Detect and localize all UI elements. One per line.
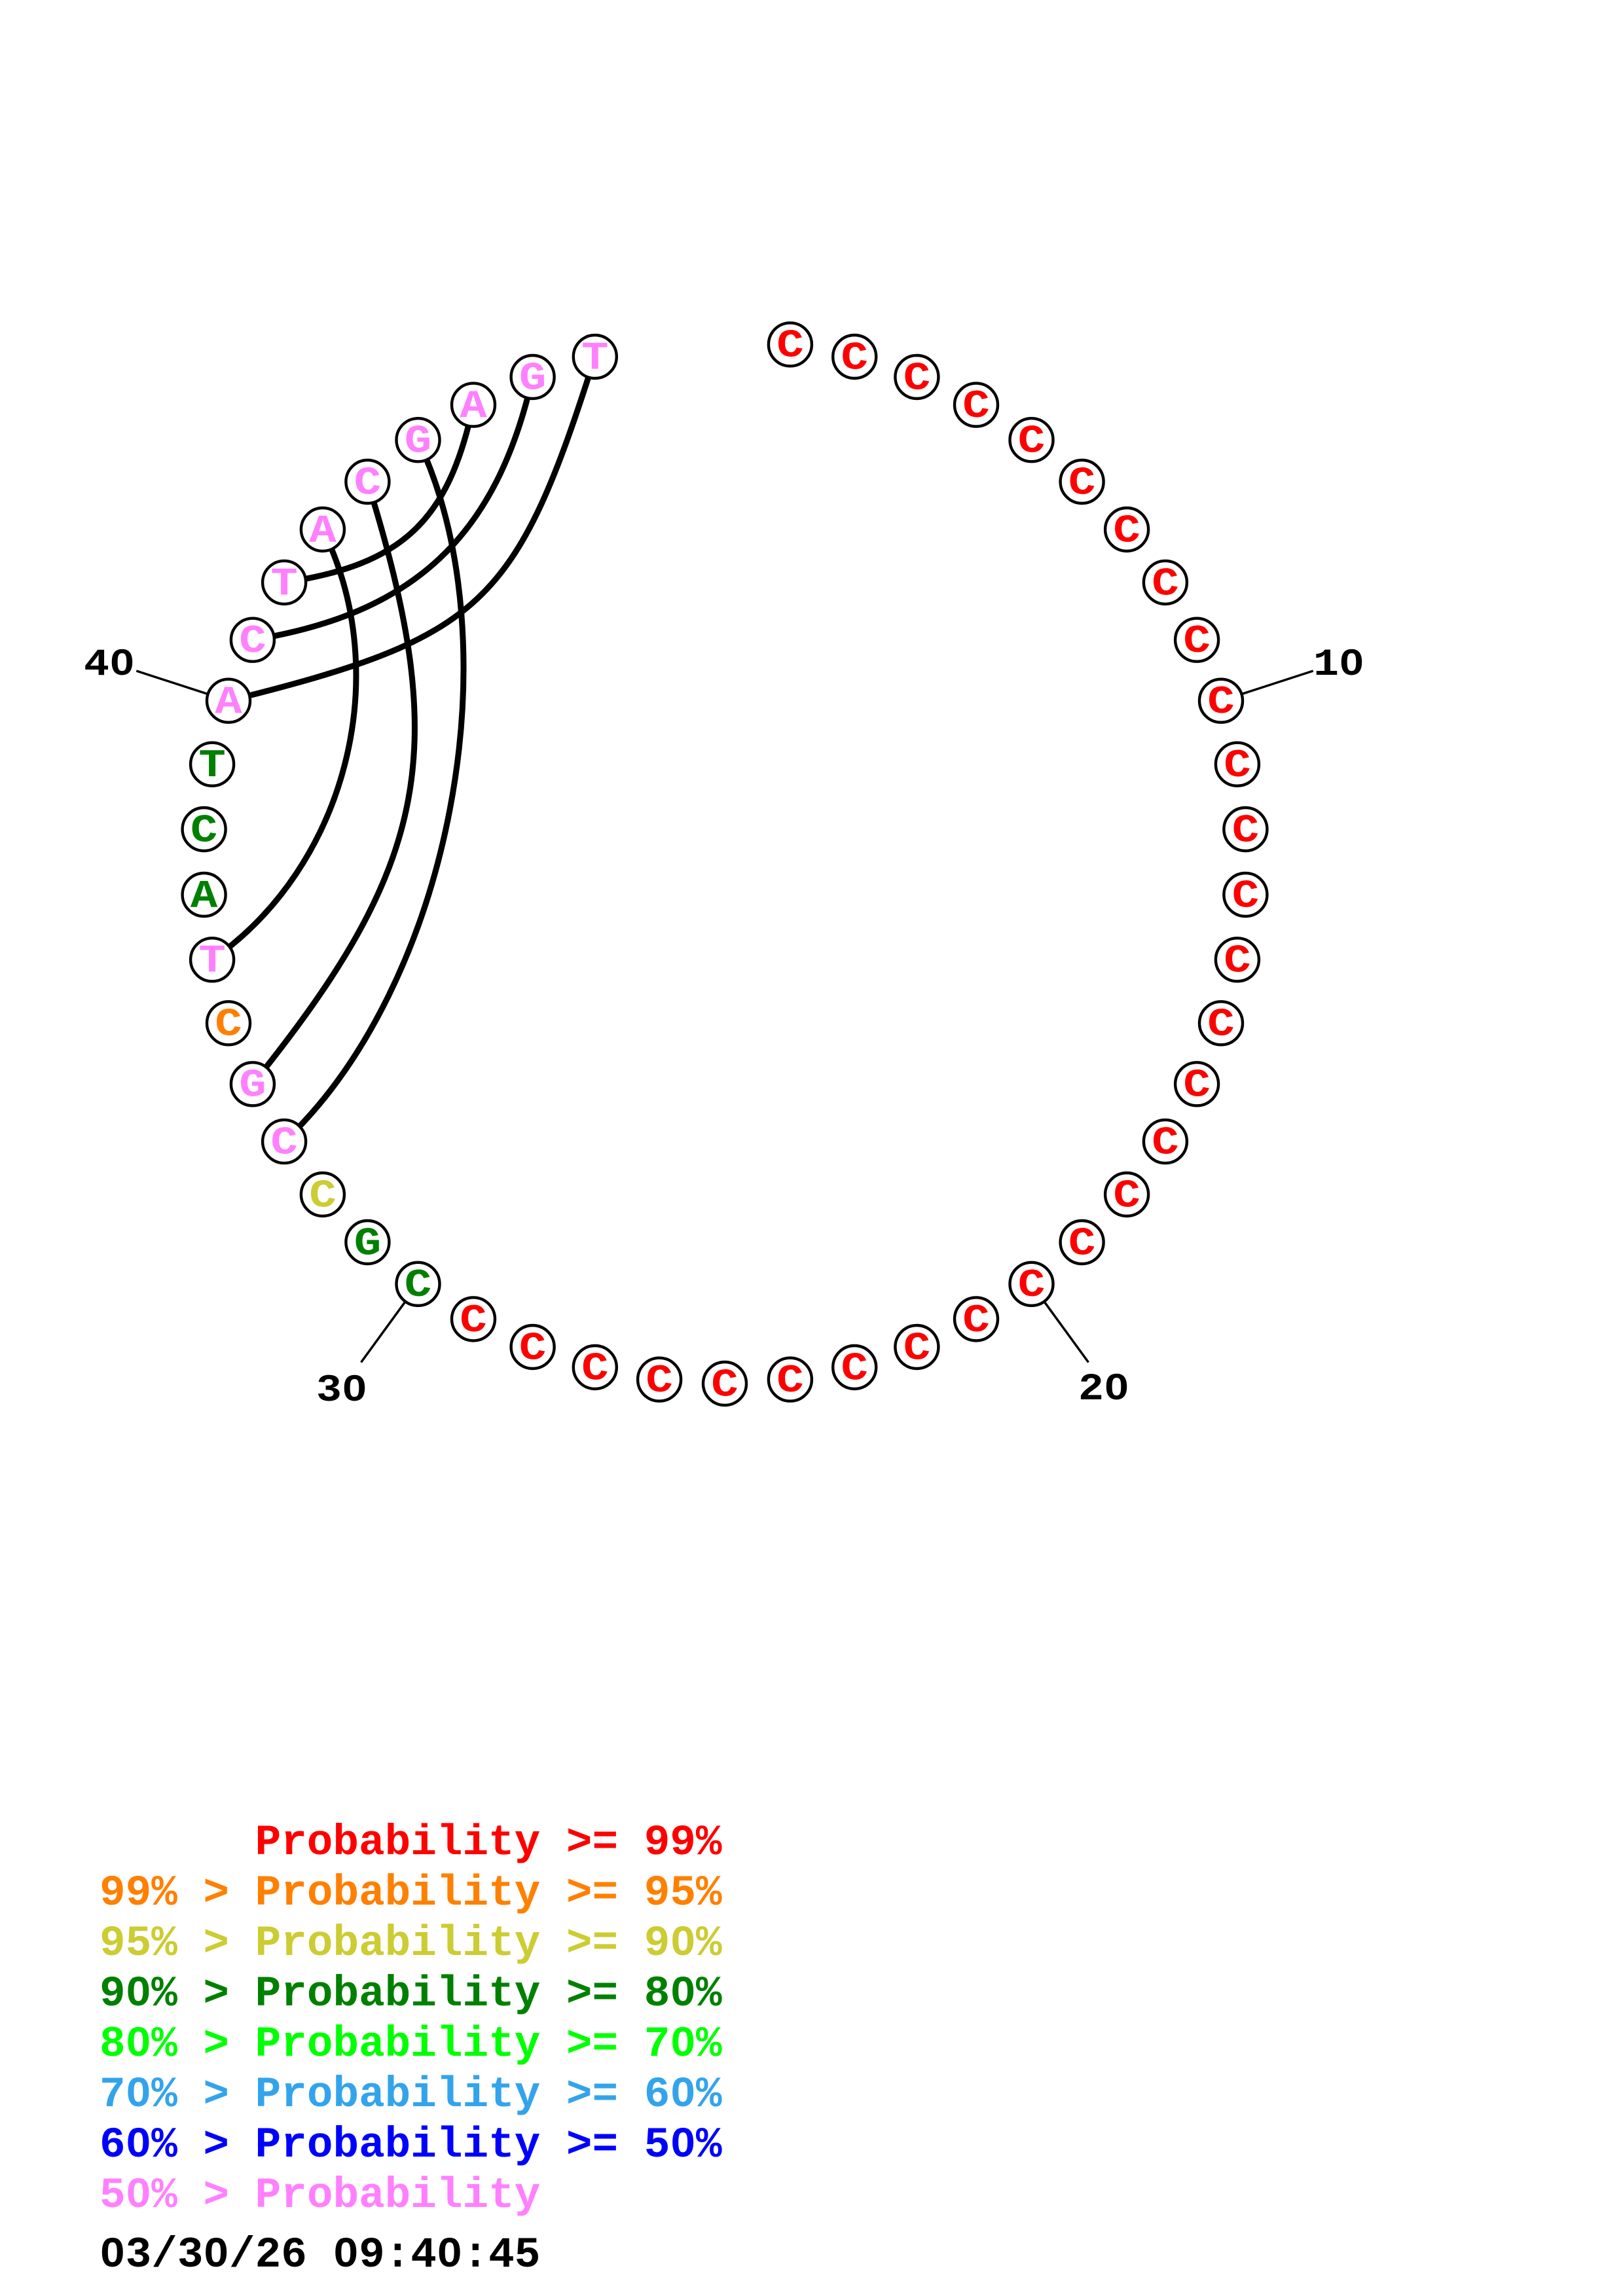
svg-text:C: C — [239, 620, 266, 664]
svg-text:C: C — [646, 1359, 672, 1404]
svg-text:60% > Probability >= 50%: 60% > Probability >= 50% — [100, 2121, 722, 2170]
svg-text:C: C — [1018, 1264, 1045, 1308]
svg-text:C: C — [519, 1327, 546, 1371]
svg-text:G: G — [354, 1222, 381, 1266]
svg-text:T: T — [581, 336, 608, 381]
svg-text:20: 20 — [1078, 1369, 1129, 1411]
svg-text:C: C — [1232, 809, 1259, 853]
svg-text:C: C — [1183, 620, 1210, 664]
svg-text:C: C — [903, 1327, 930, 1371]
svg-text:A: A — [215, 681, 242, 725]
svg-text:T: T — [270, 562, 297, 607]
svg-text:T: T — [198, 940, 225, 984]
svg-text:G: G — [239, 1064, 266, 1109]
svg-text:C: C — [1152, 1121, 1178, 1166]
svg-text:C: C — [1068, 461, 1095, 506]
svg-text:50% > Probability: 50% > Probability — [100, 2171, 540, 2220]
svg-text:10: 10 — [1313, 644, 1364, 687]
svg-text:A: A — [191, 874, 218, 919]
svg-text:C: C — [270, 1121, 297, 1166]
svg-text:99% > Probability >= 95%: 99% > Probability >= 95% — [100, 1869, 722, 1918]
svg-text:C: C — [776, 325, 803, 369]
svg-text:G: G — [519, 357, 546, 401]
svg-text:03/30/26 09:40:45: 03/30/26 09:40:45 — [100, 2231, 540, 2280]
svg-text:C: C — [776, 1359, 803, 1404]
svg-text:C: C — [1207, 681, 1234, 725]
svg-text:C: C — [1113, 1174, 1140, 1219]
svg-text:C: C — [1113, 509, 1140, 554]
svg-text:30: 30 — [316, 1370, 367, 1412]
svg-text:A: A — [309, 509, 337, 554]
svg-text:A: A — [460, 385, 487, 429]
svg-text:C: C — [903, 357, 930, 401]
svg-text:C: C — [460, 1299, 486, 1344]
svg-text:C: C — [309, 1174, 336, 1219]
svg-text:C: C — [1224, 940, 1250, 984]
svg-text:C: C — [1152, 562, 1178, 607]
svg-text:C: C — [841, 336, 867, 381]
svg-text:80% > Probability >= 70%: 80% > Probability >= 70% — [100, 2020, 722, 2069]
svg-text:G: G — [405, 420, 431, 464]
svg-text:40: 40 — [84, 644, 135, 687]
svg-text:Probability >= 99%: Probability >= 99% — [255, 1818, 722, 1867]
svg-text:C: C — [711, 1363, 738, 1408]
svg-text:C: C — [1068, 1222, 1095, 1266]
svg-text:95% > Probability >= 90%: 95% > Probability >= 90% — [100, 1919, 722, 1968]
svg-text:70% > Probability >= 60%: 70% > Probability >= 60% — [100, 2070, 722, 2119]
svg-text:C: C — [354, 461, 381, 506]
svg-text:C: C — [191, 809, 217, 853]
svg-text:C: C — [841, 1347, 867, 1391]
svg-text:C: C — [1224, 744, 1250, 789]
svg-text:C: C — [962, 385, 989, 429]
svg-text:C: C — [1018, 420, 1045, 464]
svg-text:90% > Probability >= 80%: 90% > Probability >= 80% — [100, 1969, 722, 2018]
svg-text:C: C — [1207, 1003, 1234, 1048]
svg-text:C: C — [215, 1003, 242, 1048]
svg-text:C: C — [962, 1299, 989, 1344]
svg-text:C: C — [581, 1347, 608, 1391]
svg-text:C: C — [1232, 874, 1259, 919]
svg-text:T: T — [198, 744, 225, 789]
svg-text:C: C — [405, 1264, 431, 1308]
svg-text:C: C — [1183, 1064, 1210, 1109]
